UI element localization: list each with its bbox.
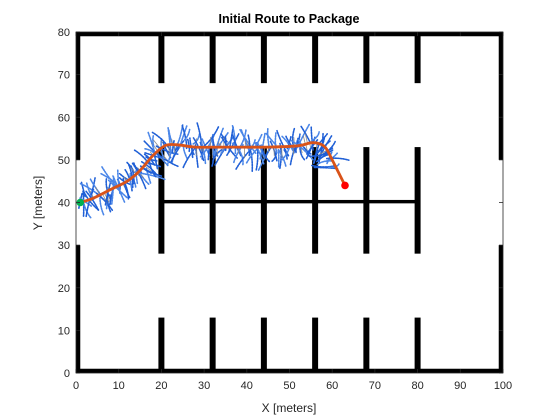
explored-tree-branch (171, 139, 176, 154)
explored-tree-branch (239, 128, 257, 155)
chart-title: Initial Route to Package (218, 12, 359, 26)
obstacle-wall (312, 317, 319, 373)
x-tick-label: 30 (198, 380, 210, 392)
explored-tree-branch (107, 179, 128, 199)
y-tick-label: 0 (64, 368, 70, 380)
explored-tree-branch (85, 190, 100, 211)
explored-tree-branch (95, 192, 114, 211)
y-axis-label: Y [meters] (31, 176, 45, 230)
x-tick-label: 20 (155, 380, 167, 392)
explored-tree-branch (231, 134, 242, 157)
obstacle-wall (312, 32, 319, 84)
start-marker (76, 198, 85, 207)
x-tick-label: 80 (411, 380, 423, 392)
x-tick-label: 50 (283, 380, 295, 392)
y-tick-layer: 0 10 20 30 40 50 60 70 80 (58, 27, 503, 380)
x-tick-label: 0 (73, 380, 79, 392)
explored-tree-branch (293, 133, 301, 151)
y-tick-label: 40 (58, 198, 70, 210)
explored-tree-branch (238, 150, 244, 166)
explored-tree-edge (319, 149, 328, 155)
obstacle-wall (498, 32, 503, 160)
obstacle-wall (363, 32, 370, 84)
obstacle-wall (260, 32, 267, 84)
explored-tree-branch (182, 147, 196, 169)
explored-tree-branch (325, 157, 350, 161)
explored-tree-branch (182, 145, 189, 160)
y-tick-label: 30 (58, 240, 70, 252)
explored-tree-branch (212, 149, 223, 162)
explored-tree-branch (261, 146, 271, 163)
explored-tree-branch (116, 168, 121, 195)
explored-tree-branch (316, 160, 333, 166)
explored-tree-branch (299, 124, 311, 143)
x-axis-label: X [meters] (262, 401, 317, 415)
explored-tree-branch (154, 151, 179, 168)
explored-tree-branch (310, 126, 314, 151)
obstacle-wall (414, 317, 421, 373)
x-tick-label: 90 (454, 380, 466, 392)
explored-tree-branch (277, 148, 287, 167)
x-tick-label: 100 (494, 380, 512, 392)
y-tick-label: 50 (58, 155, 70, 167)
explored-tree-branch (302, 145, 312, 155)
obstacle-wall (260, 317, 267, 373)
x-tick-label: 10 (113, 380, 125, 392)
obstacle-wall (161, 199, 418, 204)
x-tick-label: 40 (241, 380, 253, 392)
route-layer (78, 141, 347, 204)
y-tick-label: 10 (58, 325, 70, 337)
explored-tree-edge (304, 133, 308, 144)
explored-tree-branch (311, 131, 320, 142)
explored-tree-branch (224, 135, 227, 152)
y-tick-label: 60 (58, 112, 70, 124)
explored-tree-branch (199, 141, 204, 160)
explored-tree-branch (248, 139, 256, 151)
obstacle-wall (414, 32, 421, 84)
explored-tree-branch (213, 127, 225, 157)
explored-tree-branch (131, 162, 147, 190)
marker-layer (76, 181, 349, 207)
explored-tree-edge (95, 186, 101, 196)
x-tick-label: 60 (326, 380, 338, 392)
obstacle-wall (363, 317, 370, 373)
explored-tree-branch (99, 197, 105, 216)
explored-tree-branch (140, 161, 158, 176)
obstacle-wall (76, 245, 81, 373)
explored-tree-branch (99, 172, 117, 185)
explored-tree-branch (199, 139, 207, 165)
explored-tree-branch (90, 177, 96, 196)
explored-tree-branch (152, 133, 155, 147)
explored-tree-edge (303, 135, 306, 145)
obstacle-wall (209, 317, 216, 373)
explored-tree-branch (201, 125, 220, 149)
explored-tree-branch (167, 128, 176, 151)
explored-tree-branch (274, 132, 278, 154)
x-tick-label: 70 (369, 380, 381, 392)
y-tick-label: 20 (58, 283, 70, 295)
y-tick-label: 80 (58, 27, 70, 39)
obstacle-wall (158, 32, 165, 84)
explored-tree-branch (105, 178, 110, 197)
route-line (78, 141, 347, 204)
explored-tree-branch (231, 124, 237, 155)
explored-tree-branch (299, 145, 306, 161)
explored-tree-branch (266, 128, 271, 150)
goal-marker (341, 181, 349, 190)
explored-tree-edge (130, 167, 137, 175)
y-tick-label: 70 (58, 70, 70, 82)
obstacle-wall (498, 245, 503, 373)
obstacle-wall (158, 317, 165, 373)
explored-tree-branch (212, 131, 230, 155)
explored-tree-branch (290, 139, 314, 161)
explored-tree-branch (306, 138, 319, 155)
obstacle-wall (209, 32, 216, 84)
x-tick-layer: 0 10 20 30 40 50 60 70 80 90 100 (73, 32, 512, 392)
obstacle-wall (76, 32, 81, 160)
explored-tree-layer (78, 122, 350, 219)
explored-tree-branch (183, 128, 191, 141)
explored-tree-branch (191, 146, 194, 159)
obstacle-layer (76, 32, 503, 373)
